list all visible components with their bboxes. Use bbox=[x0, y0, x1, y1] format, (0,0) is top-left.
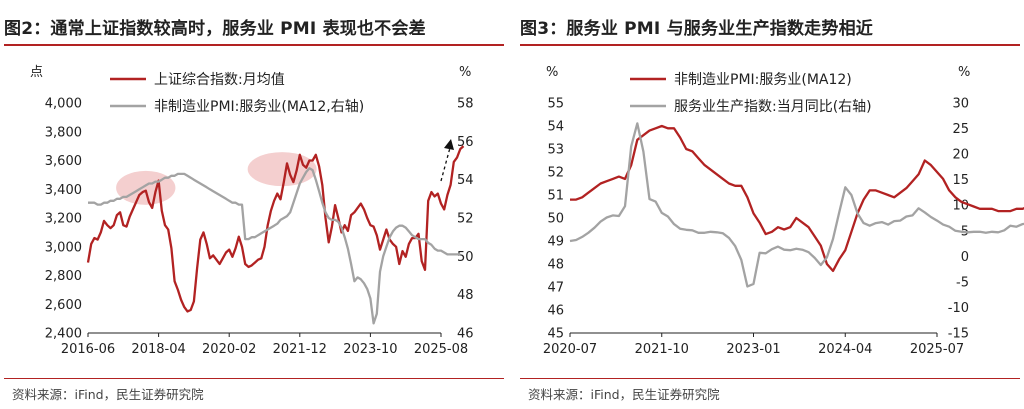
x-tick-label: 2018-04 bbox=[131, 342, 185, 357]
series-line-0 bbox=[570, 124, 1024, 273]
left-tick-label: 46 bbox=[547, 304, 564, 319]
right-tick-label: 52 bbox=[457, 212, 474, 227]
left-tick-label: 2,800 bbox=[45, 269, 82, 284]
right-tick-label: 56 bbox=[457, 135, 474, 150]
right-tick-label: 25 bbox=[952, 122, 969, 137]
left-tick-label: 53 bbox=[547, 143, 564, 158]
right-tick-label: 50 bbox=[457, 250, 474, 265]
right-axis-unit: % bbox=[958, 65, 970, 80]
legend-label-0: 上证综合指数:月均值 bbox=[154, 72, 285, 88]
x-tick-label: 2023-10 bbox=[343, 342, 397, 357]
x-tick-label: 2025-07 bbox=[910, 342, 964, 357]
chart-title-right: 图3：服务业 PMI 与服务业生产指数走势相近 bbox=[520, 19, 873, 39]
left-tick-label: 2,600 bbox=[45, 298, 82, 313]
legend-label-1: 服务业生产指数:当月同比(右轴) bbox=[674, 99, 872, 115]
title-rule-left bbox=[4, 44, 504, 46]
source-note-right: 资料来源：iFind，民生证券研究院 bbox=[528, 387, 720, 402]
chart-panel-left: 图2：通常上证指数较高时，服务业 PMI 表现也不会差 点% 2,400 2,600… bbox=[0, 0, 508, 409]
dashed-arrow-shaft bbox=[440, 143, 452, 182]
left-tick-label: 55 bbox=[547, 97, 564, 112]
legend-label-0: 非制造业PMI:服务业(MA12) bbox=[674, 72, 852, 88]
left-tick-label: 51 bbox=[547, 189, 564, 204]
right-tick-label: 15 bbox=[952, 173, 969, 188]
chart-right: % %4546474849505152535455-15-10-505101520… bbox=[543, 65, 1024, 357]
left-axis-unit: 点 bbox=[30, 65, 43, 80]
right-tick-label: -15 bbox=[948, 327, 969, 342]
arrow-head-icon bbox=[444, 139, 454, 150]
x-tick-label: 2024-04 bbox=[818, 342, 872, 357]
footer-rule-right bbox=[520, 378, 1020, 379]
right-tick-label: 20 bbox=[952, 148, 969, 163]
left-axis-unit: % bbox=[546, 65, 558, 80]
left-tick-label: 47 bbox=[547, 281, 564, 296]
right-tick-label: 30 bbox=[952, 97, 969, 112]
left-tick-label: 3,800 bbox=[45, 125, 82, 140]
chart-left: 点 % 2,400 2,600 2,800 3,000 3,200 3,400 3,600 3,8… bbox=[30, 65, 474, 357]
x-tick-label: 2020-07 bbox=[543, 342, 597, 357]
left-tick-label: 4,000 bbox=[45, 97, 82, 112]
source-note-left: 资料来源：iFind，民生证券研究院 bbox=[12, 387, 204, 402]
left-tick-label: 3,000 bbox=[45, 240, 82, 255]
left-tick-label: 48 bbox=[547, 258, 564, 273]
left-tick-label: 3,200 bbox=[45, 212, 82, 227]
series-line-1 bbox=[88, 167, 461, 325]
x-tick-label: 2021-10 bbox=[635, 342, 689, 357]
highlight-ellipse-1 bbox=[247, 152, 317, 187]
right-tick-label: 46 bbox=[457, 327, 474, 342]
title-rule-right bbox=[520, 44, 1020, 46]
right-tick-label: 0 bbox=[961, 250, 969, 265]
right-tick-label: 58 bbox=[457, 97, 474, 112]
x-tick-label: 2023-01 bbox=[726, 342, 780, 357]
left-tick-label: 45 bbox=[547, 327, 564, 342]
footer-rule-left bbox=[4, 378, 504, 379]
legend-label-1: 非制造业PMI:服务业(MA12,右轴) bbox=[154, 99, 364, 115]
x-tick-label: 2020-02 bbox=[202, 342, 256, 357]
series-line-1 bbox=[569, 122, 1024, 288]
highlight-ellipse-0 bbox=[116, 170, 176, 205]
left-tick-label: 49 bbox=[547, 235, 564, 250]
right-tick-label: 48 bbox=[457, 288, 474, 303]
series-line-0 bbox=[86, 145, 465, 313]
left-tick-label: 2,400 bbox=[45, 327, 82, 342]
left-tick-label: 3,600 bbox=[45, 154, 82, 169]
left-tick-label: 3,400 bbox=[45, 183, 82, 198]
left-tick-label: 54 bbox=[547, 120, 564, 135]
x-tick-label: 2016-06 bbox=[61, 342, 115, 357]
right-tick-label: 54 bbox=[457, 173, 474, 188]
chart-panel-right: 图3：服务业 PMI 与服务业生产指数走势相近 %% 45 46 47 48 49 50 51… bbox=[516, 0, 1024, 409]
left-tick-label: 52 bbox=[547, 166, 564, 181]
right-tick-label: -5 bbox=[956, 275, 969, 290]
chart-title-left: 图2：通常上证指数较高时，服务业 PMI 表现也不会差 bbox=[4, 19, 426, 39]
left-tick-label: 50 bbox=[547, 212, 564, 227]
right-tick-label: -10 bbox=[948, 301, 969, 316]
x-tick-label: 2025-08 bbox=[414, 342, 468, 357]
right-axis-unit: % bbox=[459, 65, 471, 80]
x-tick-label: 2021-12 bbox=[273, 342, 327, 357]
